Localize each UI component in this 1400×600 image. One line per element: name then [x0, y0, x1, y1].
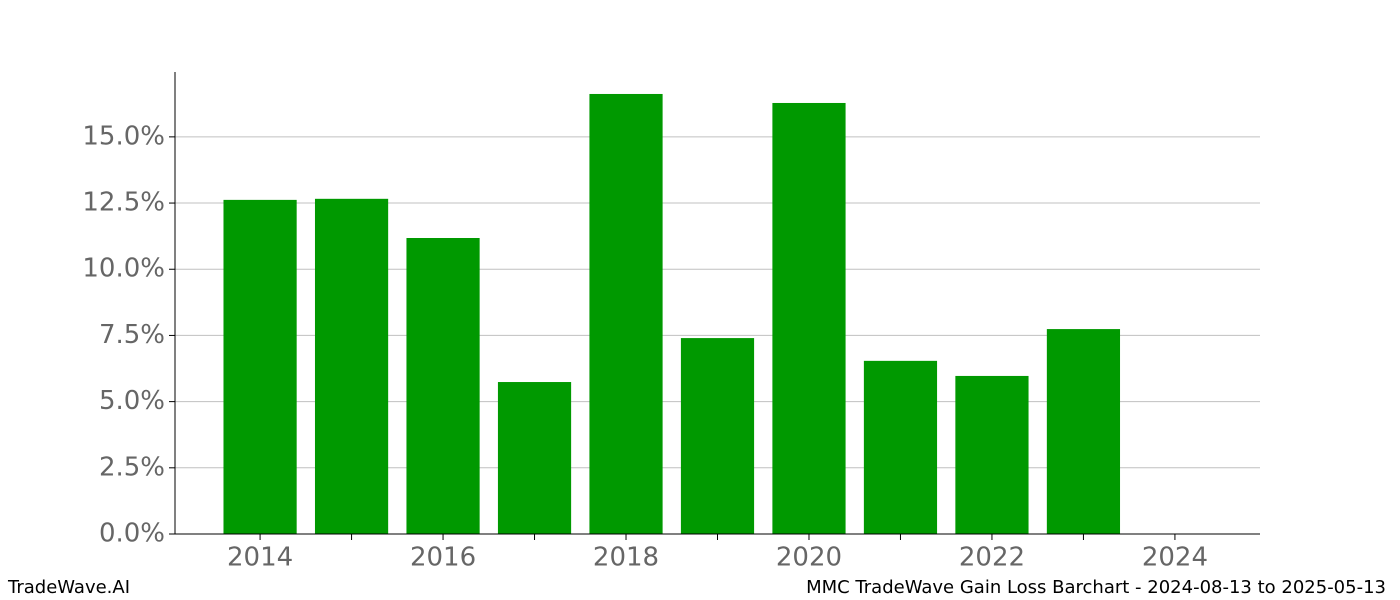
y-tick-label: 5.0%	[99, 386, 165, 416]
y-tick-label: 15.0%	[82, 121, 165, 151]
footer-right: MMC TradeWave Gain Loss Barchart - 2024-…	[806, 577, 1386, 598]
y-tick-label: 12.5%	[82, 188, 165, 218]
x-tick-label: 2016	[410, 543, 476, 573]
bar	[955, 375, 1029, 534]
footer-left: TradeWave.AI	[7, 577, 130, 598]
bar	[863, 360, 938, 534]
bar	[772, 102, 846, 534]
x-tick-label: 2014	[227, 543, 293, 573]
y-tick-label: 0.0%	[99, 519, 165, 549]
bar	[497, 382, 572, 534]
x-tick-label: 2022	[959, 543, 1025, 573]
y-tick-label: 2.5%	[99, 452, 165, 482]
bar	[314, 198, 389, 534]
bar	[223, 199, 297, 534]
y-tick-label: 7.5%	[99, 320, 165, 350]
bar	[406, 238, 480, 534]
bar	[680, 338, 755, 534]
bar	[589, 93, 663, 534]
bar	[1046, 329, 1121, 534]
x-tick-label: 2018	[593, 543, 659, 573]
x-tick-label: 2020	[776, 543, 842, 573]
x-tick-label: 2024	[1142, 543, 1208, 573]
y-tick-label: 10.0%	[82, 254, 165, 284]
